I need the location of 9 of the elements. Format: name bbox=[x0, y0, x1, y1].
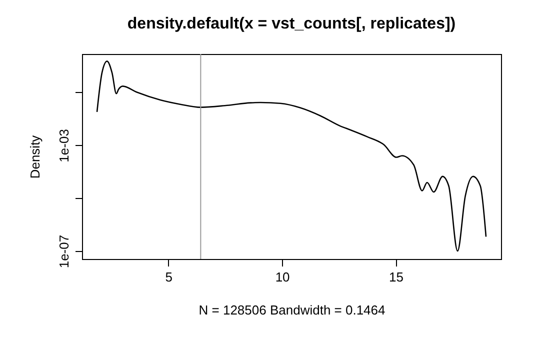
x-tick-label: 5 bbox=[165, 270, 173, 284]
x-axis-title: N = 128506 Bandwidth = 0.1464 bbox=[198, 302, 386, 318]
y-axis-title: Density bbox=[28, 134, 42, 179]
y-tick-label: 1e-07 bbox=[56, 234, 72, 268]
chart-title: density.default(x = vst_counts[, replicates]) bbox=[127, 16, 456, 32]
y-tick-label: 1e-03 bbox=[56, 129, 72, 162]
x-tick-label: 15 bbox=[389, 270, 404, 284]
line-series bbox=[96, 60, 487, 252]
x-tick-label: 10 bbox=[275, 270, 290, 284]
